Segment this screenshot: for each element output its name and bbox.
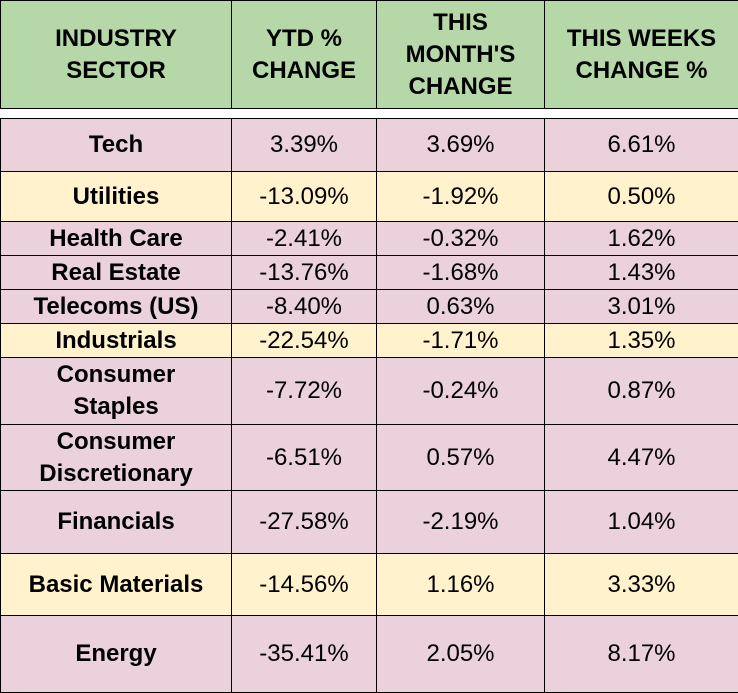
month-cell: -1.92% xyxy=(377,172,545,222)
week-cell: 4.47% xyxy=(545,425,738,491)
week-cell: 0.50% xyxy=(545,172,738,222)
sector-cell: Basic Materials xyxy=(1,554,232,616)
table-row: Real Estate -13.76% -1.68% 1.43% xyxy=(1,256,738,290)
sector-cell: Utilities xyxy=(1,172,232,222)
table-row: Health Care -2.41% -0.32% 1.62% xyxy=(1,222,738,256)
month-cell: -2.19% xyxy=(377,491,545,554)
ytd-cell: -22.54% xyxy=(232,324,377,358)
sector-cell: Energy xyxy=(1,616,232,693)
table-row: Financials -27.58% -2.19% 1.04% xyxy=(1,491,738,554)
sector-cell: Consumer Staples xyxy=(1,358,232,425)
ytd-cell: -13.09% xyxy=(232,172,377,222)
table-row: Tech 3.39% 3.69% 6.61% xyxy=(1,119,738,172)
sector-cell: Financials xyxy=(1,491,232,554)
week-cell: 1.04% xyxy=(545,491,738,554)
ytd-cell: -14.56% xyxy=(232,554,377,616)
ytd-cell: -13.76% xyxy=(232,256,377,290)
month-cell: 3.69% xyxy=(377,119,545,172)
table-row: Energy -35.41% 2.05% 8.17% xyxy=(1,616,738,693)
table-row: Telecoms (US) -8.40% 0.63% 3.01% xyxy=(1,290,738,324)
header-row: INDUSTRY SECTOR YTD % CHANGE THIS MONTH'… xyxy=(1,1,738,109)
month-cell: 1.16% xyxy=(377,554,545,616)
week-cell: 3.33% xyxy=(545,554,738,616)
header-gap xyxy=(1,109,738,119)
ytd-cell: -7.72% xyxy=(232,358,377,425)
month-cell: 0.57% xyxy=(377,425,545,491)
ytd-cell: -27.58% xyxy=(232,491,377,554)
week-cell: 1.35% xyxy=(545,324,738,358)
week-cell: 0.87% xyxy=(545,358,738,425)
week-cell: 1.43% xyxy=(545,256,738,290)
ytd-cell: 3.39% xyxy=(232,119,377,172)
month-cell: -1.68% xyxy=(377,256,545,290)
table-row: Utilities -13.09% -1.92% 0.50% xyxy=(1,172,738,222)
table-row: Industrials -22.54% -1.71% 1.35% xyxy=(1,324,738,358)
ytd-cell: -35.41% xyxy=(232,616,377,693)
header-week-change: THIS WEEKS CHANGE % xyxy=(545,1,738,109)
sector-cell: Industrials xyxy=(1,324,232,358)
week-cell: 6.61% xyxy=(545,119,738,172)
table-row: Consumer Discretionary -6.51% 0.57% 4.47… xyxy=(1,425,738,491)
ytd-cell: -2.41% xyxy=(232,222,377,256)
header-month-change: THIS MONTH'S CHANGE xyxy=(377,1,545,109)
sector-cell: Tech xyxy=(1,119,232,172)
month-cell: 0.63% xyxy=(377,290,545,324)
header-sector: INDUSTRY SECTOR xyxy=(1,1,232,109)
week-cell: 1.62% xyxy=(545,222,738,256)
month-cell: -0.32% xyxy=(377,222,545,256)
week-cell: 3.01% xyxy=(545,290,738,324)
sector-cell: Health Care xyxy=(1,222,232,256)
month-cell: -1.71% xyxy=(377,324,545,358)
table-row: Basic Materials -14.56% 1.16% 3.33% xyxy=(1,554,738,616)
month-cell: -0.24% xyxy=(377,358,545,425)
ytd-cell: -6.51% xyxy=(232,425,377,491)
month-cell: 2.05% xyxy=(377,616,545,693)
week-cell: 8.17% xyxy=(545,616,738,693)
sector-cell: Telecoms (US) xyxy=(1,290,232,324)
header-ytd-change: YTD % CHANGE xyxy=(232,1,377,109)
sector-cell: Consumer Discretionary xyxy=(1,425,232,491)
ytd-cell: -8.40% xyxy=(232,290,377,324)
sector-cell: Real Estate xyxy=(1,256,232,290)
table-row: Consumer Staples -7.72% -0.24% 0.87% xyxy=(1,358,738,425)
